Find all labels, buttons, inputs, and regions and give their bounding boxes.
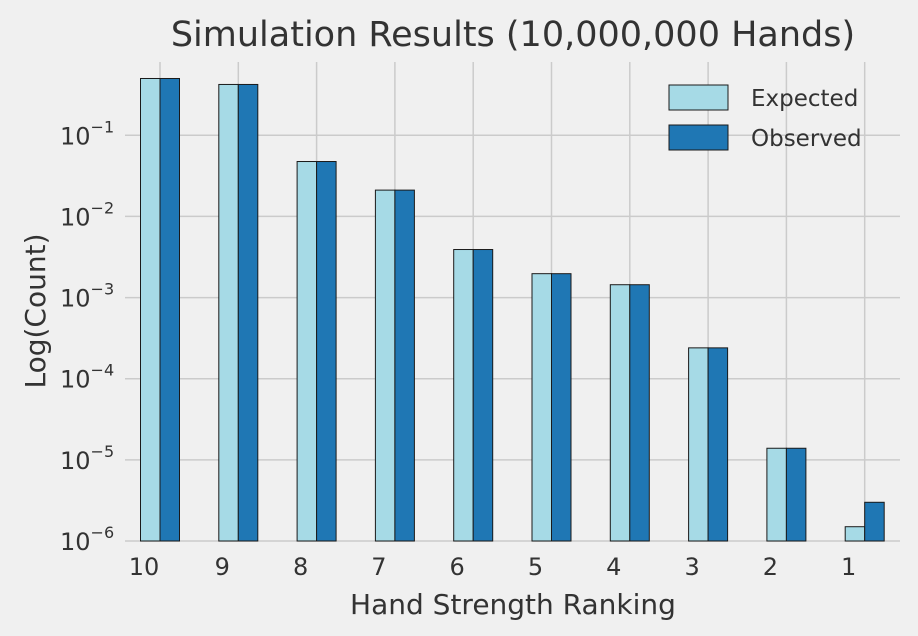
bar-expected-3: [688, 347, 709, 542]
bar-expected-1: [844, 526, 866, 542]
y-tick-label: 10−5: [60, 442, 114, 475]
bar-expected-7: [374, 189, 396, 542]
bar-expected-4: [609, 284, 631, 542]
x-tick-label: 5: [528, 553, 543, 581]
bar-observed-9: [237, 83, 259, 542]
legend-label-expected: Expected: [751, 86, 858, 112]
bar-observed-5: [551, 273, 572, 542]
chart-title: Simulation Results (10,000,000 Hands): [171, 15, 855, 55]
bar-observed-4: [629, 284, 650, 542]
bar-expected-6: [453, 249, 474, 542]
x-tick-label: 1: [841, 553, 856, 581]
bar-expected-9: [218, 83, 239, 542]
bar-observed-10: [159, 77, 180, 542]
legend-swatch-observed: [668, 124, 729, 151]
y-tick-label: 10−3: [60, 280, 114, 313]
y-tick-label: 10−4: [60, 361, 114, 394]
bar-expected-5: [531, 273, 552, 542]
bar-observed-2: [785, 447, 807, 542]
x-tick-labels: 10 9 8 7 6 5 4 3 2 1: [129, 553, 857, 581]
x-tick-label: 9: [215, 553, 230, 581]
x-tick-label: 8: [293, 553, 308, 581]
legend: Expected Observed: [668, 84, 862, 152]
x-tick-label: 6: [450, 553, 465, 581]
bar-expected-10: [140, 77, 161, 542]
bar-observed-7: [394, 189, 415, 542]
bar-observed-1: [864, 501, 885, 542]
y-tick-labels: 10−6 10−5 10−4 10−3 10−2 10−1: [60, 117, 114, 556]
x-tick-label: 3: [684, 553, 699, 581]
x-tick-label: 4: [606, 553, 621, 581]
y-tick-label: 10−6: [60, 523, 114, 556]
bar-observed-3: [707, 347, 729, 542]
x-tick-label: 7: [371, 553, 386, 581]
bar-expected-2: [766, 447, 787, 542]
legend-swatch-expected: [668, 84, 729, 111]
y-axis-label: Log(Count): [19, 233, 52, 388]
bar-observed-8: [316, 161, 337, 542]
y-tick-label: 10−2: [60, 198, 114, 231]
x-axis-label: Hand Strength Ranking: [350, 588, 676, 621]
x-tick-label: 10: [129, 553, 160, 581]
bars: [140, 77, 885, 542]
legend-label-observed: Observed: [751, 126, 862, 152]
bar-observed-6: [472, 249, 494, 542]
x-tick-label: 2: [763, 553, 778, 581]
bar-expected-8: [296, 161, 318, 542]
y-tick-label: 10−1: [60, 117, 114, 150]
